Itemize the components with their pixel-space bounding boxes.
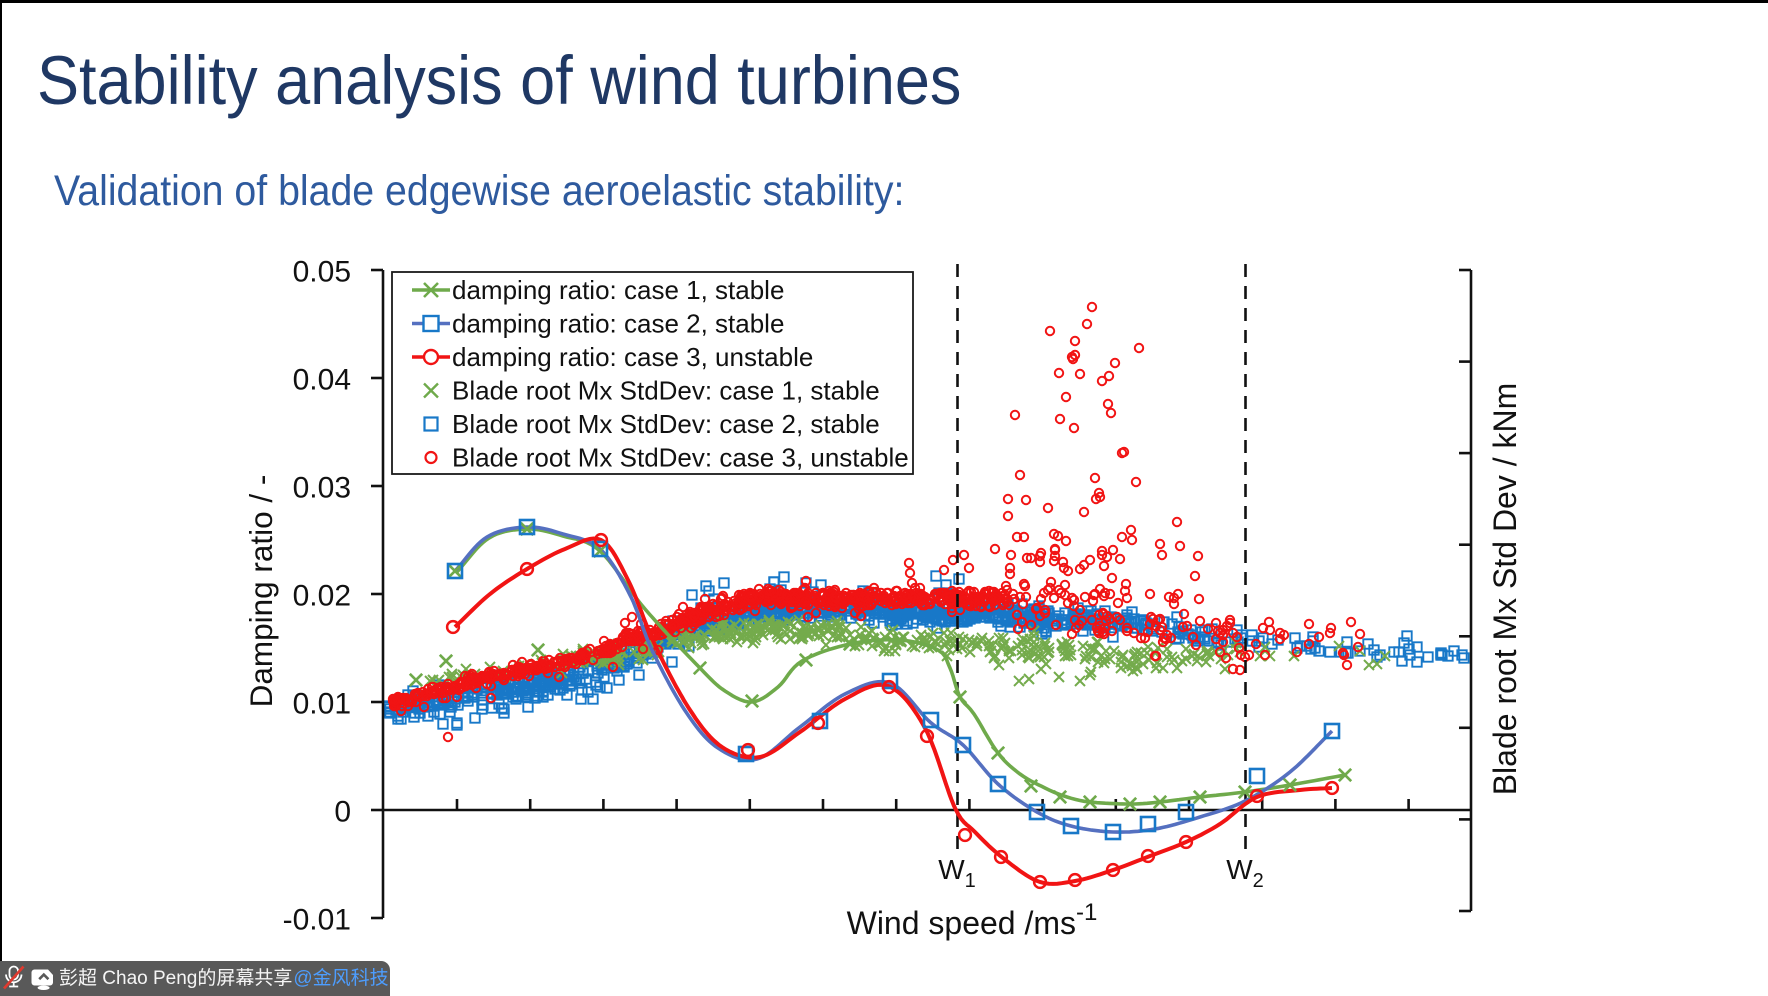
svg-text:Wind speed /ms-1: Wind speed /ms-1 [847,899,1098,941]
svg-text:0.04: 0.04 [293,364,351,397]
svg-text:0.01: 0.01 [293,688,351,721]
svg-text:0.02: 0.02 [293,580,351,613]
svg-text:Blade root Mx StdDev: case 1,: Blade root Mx StdDev: case 1, stable [452,376,880,406]
svg-text:damping ratio: case 2, stable: damping ratio: case 2, stable [452,309,784,339]
svg-text:0.03: 0.03 [293,472,351,505]
svg-text:W2: W2 [1226,854,1264,892]
svg-text:0: 0 [334,796,351,829]
svg-text:Blade root Mx StdDev: case 3,: Blade root Mx StdDev: case 3, unstable [452,443,909,473]
svg-text:Blade root Mx Std Dev / kNm: Blade root Mx Std Dev / kNm [1487,383,1523,796]
svg-text:W1: W1 [938,854,976,892]
svg-text:Blade root Mx StdDev: case 2,: Blade root Mx StdDev: case 2, stable [452,409,880,439]
svg-text:-0.01: -0.01 [283,904,351,937]
svg-text:0.05: 0.05 [293,256,351,289]
svg-text:damping ratio: case 3, unstabl: damping ratio: case 3, unstable [452,342,813,372]
svg-text:damping ratio: case 1, stable: damping ratio: case 1, stable [452,275,784,305]
svg-text:Damping ratio / -: Damping ratio / - [243,475,279,708]
